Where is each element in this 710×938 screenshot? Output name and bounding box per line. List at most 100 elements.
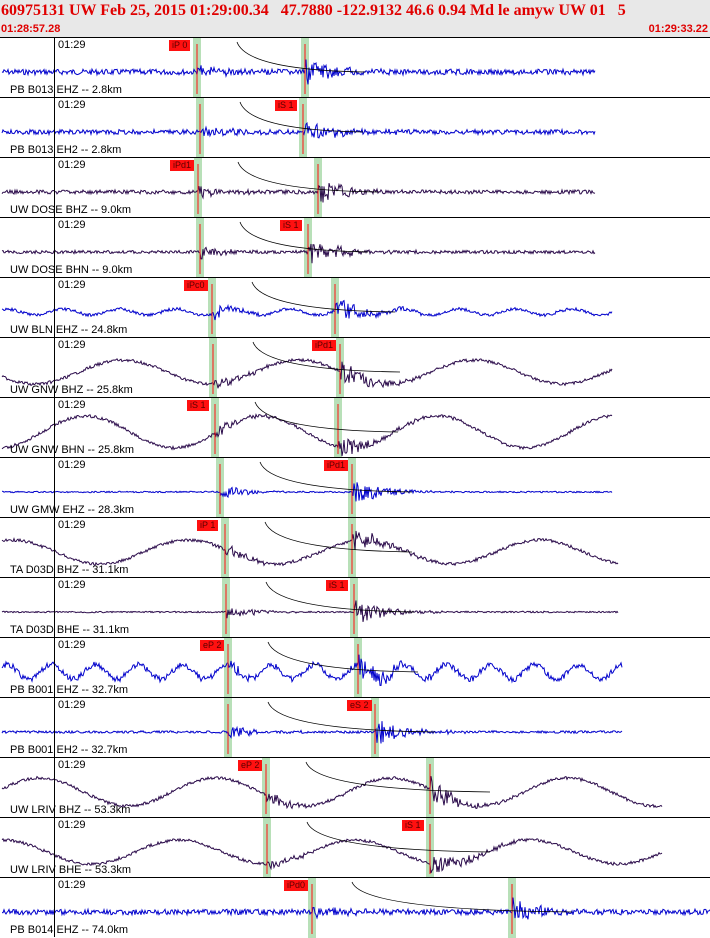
coda-curve <box>237 161 379 193</box>
station-label: UW LRIV BHZ -- 53.3km <box>10 804 131 816</box>
station-label: UW BLN EHZ -- 24.8km <box>10 324 128 336</box>
phase-pick-label[interactable]: eP 2 <box>200 640 225 651</box>
station-label: PB B013 EH2 -- 2.8km <box>10 144 122 156</box>
coda-curve <box>259 461 413 493</box>
phase-pick-label[interactable]: iPd1 <box>324 460 349 471</box>
minute-tick <box>54 758 55 817</box>
trace-panel[interactable]: 01:29 eS 2 PB B001 EH2 -- 32.7km <box>0 697 710 758</box>
coda-curve <box>305 761 491 793</box>
minute-tick <box>54 218 55 277</box>
panel-time-label: 01:29 <box>58 159 86 171</box>
waveform <box>1 458 613 518</box>
coda-curve <box>236 41 366 73</box>
waveform <box>1 578 619 638</box>
phase-pick-label[interactable]: iPc0 <box>184 280 208 291</box>
waveform-trace <box>1 121 596 139</box>
phase-pick-label[interactable]: eS 2 <box>347 700 372 711</box>
panel-time-label: 01:29 <box>58 819 86 831</box>
coda-curve <box>252 341 401 373</box>
trace-panel[interactable]: 01:29 eP 2 UW LRIV BHZ -- 53.3km <box>0 757 710 818</box>
waveform-trace <box>1 59 596 85</box>
phase-pick-label[interactable]: eP 2 <box>238 760 263 771</box>
waveform-trace <box>1 775 663 810</box>
minute-tick <box>54 38 55 97</box>
trace-panel[interactable]: 01:29 iS 1 UW GNW BHN -- 25.8km <box>0 397 710 458</box>
minute-tick <box>54 98 55 157</box>
phase-pick-label[interactable]: iPd0 <box>284 880 309 891</box>
panel-time-label: 01:29 <box>58 99 86 111</box>
waveform-trace <box>1 299 613 321</box>
waveform-trace <box>1 897 710 920</box>
coda-curve <box>267 641 419 673</box>
trace-panel[interactable]: 01:29 iPd1 UW GMW EHZ -- 28.3km <box>0 457 710 518</box>
waveform-trace <box>1 530 619 567</box>
panel-time-label: 01:29 <box>58 399 86 411</box>
coda-curve <box>267 701 436 733</box>
waveform-trace <box>1 357 613 389</box>
event-title: 60975131 UW Feb 25, 2015 01:29:00.34 47.… <box>1 2 626 19</box>
panel-time-label: 01:29 <box>58 519 86 531</box>
waveform <box>1 338 613 398</box>
phase-pick-label[interactable]: iP 1 <box>197 520 219 531</box>
trace-panel[interactable]: 01:29 iP 0 PB B013 EHZ -- 2.8km <box>0 37 710 98</box>
trace-panel[interactable]: 01:29 eP 2 PB B001 EHZ -- 32.7km <box>0 637 710 698</box>
waveform <box>1 398 613 458</box>
phase-pick-label[interactable]: iPd1 <box>312 340 337 351</box>
phase-pick-label[interactable]: iPd1 <box>170 160 195 171</box>
minute-tick <box>54 818 55 877</box>
panel-time-label: 01:29 <box>58 339 86 351</box>
station-label: TA D03D BHZ -- 31.1km <box>10 564 129 576</box>
panel-time-label: 01:29 <box>58 639 86 651</box>
phase-pick-label[interactable]: iS 1 <box>187 400 209 411</box>
panel-time-label: 01:29 <box>58 699 86 711</box>
panel-time-label: 01:29 <box>58 219 86 231</box>
waveform <box>1 38 596 98</box>
phase-pick-label[interactable]: iS 1 <box>402 820 424 831</box>
coda-curve <box>265 581 415 613</box>
panel-time-label: 01:29 <box>58 579 86 591</box>
station-label: PB B014 EHZ -- 74.0km <box>10 924 128 936</box>
coda-curve <box>264 521 413 553</box>
minute-tick <box>54 638 55 697</box>
trace-panel[interactable]: 01:29 iPd1 UW DOSE BHZ -- 9.0km <box>0 157 710 218</box>
end-time: 01:29:33.22 <box>648 23 708 35</box>
minute-tick <box>54 278 55 337</box>
panel-time-label: 01:29 <box>58 879 86 891</box>
waveform <box>1 758 663 818</box>
trace-panel[interactable]: 01:29 iPc0 UW BLN EHZ -- 24.8km <box>0 277 710 338</box>
phase-pick-label[interactable]: iS 1 <box>280 220 302 231</box>
coda-curve <box>239 101 364 133</box>
station-label: PB B001 EHZ -- 32.7km <box>10 684 128 696</box>
waveform-trace <box>1 600 619 622</box>
minute-tick <box>54 698 55 757</box>
trace-panel[interactable]: 01:29 iPd0 PB B014 EHZ -- 74.0km <box>0 877 710 938</box>
phase-pick-label[interactable]: iP 0 <box>169 40 191 51</box>
waveform <box>1 278 613 338</box>
waveform <box>1 158 596 218</box>
station-label: UW DOSE BHZ -- 9.0km <box>10 204 132 216</box>
coda-curve <box>306 821 491 853</box>
waveform-trace <box>1 721 623 744</box>
station-label: UW GMW EHZ -- 28.3km <box>10 504 135 516</box>
waveform-trace <box>1 654 623 687</box>
minute-tick <box>54 158 55 217</box>
trace-panel[interactable]: 01:29 iS 1 PB B013 EH2 -- 2.8km <box>0 97 710 158</box>
waveform <box>1 878 710 938</box>
trace-panel[interactable]: 01:29 iS 1 TA D03D BHE -- 31.1km <box>0 577 710 638</box>
phase-pick-label[interactable]: iS 1 <box>275 100 297 111</box>
trace-panel[interactable]: 01:29 iP 1 TA D03D BHZ -- 31.1km <box>0 517 710 578</box>
trace-panel[interactable]: 01:29 iPd1 UW GNW BHZ -- 25.8km <box>0 337 710 398</box>
trace-panel[interactable]: 01:29 iS 1 UW DOSE BHN -- 9.0km <box>0 217 710 278</box>
waveform-trace <box>1 413 613 457</box>
waveform <box>1 218 596 278</box>
waveform-trace <box>1 837 663 874</box>
coda-curve <box>351 881 573 913</box>
trace-panel[interactable]: 01:29 iS 1 UW LRIV BHE -- 53.3km <box>0 817 710 878</box>
station-label: UW DOSE BHN -- 9.0km <box>10 264 133 276</box>
seismogram-panel[interactable]: 01:29 iP 0 PB B013 EHZ -- 2.8km 01:29 iS 1 PB… <box>0 37 710 938</box>
waveform <box>1 638 623 698</box>
minute-tick <box>54 458 55 517</box>
phase-pick-label[interactable]: iS 1 <box>326 580 348 591</box>
waveform-trace <box>1 182 596 203</box>
waveform <box>1 698 623 758</box>
